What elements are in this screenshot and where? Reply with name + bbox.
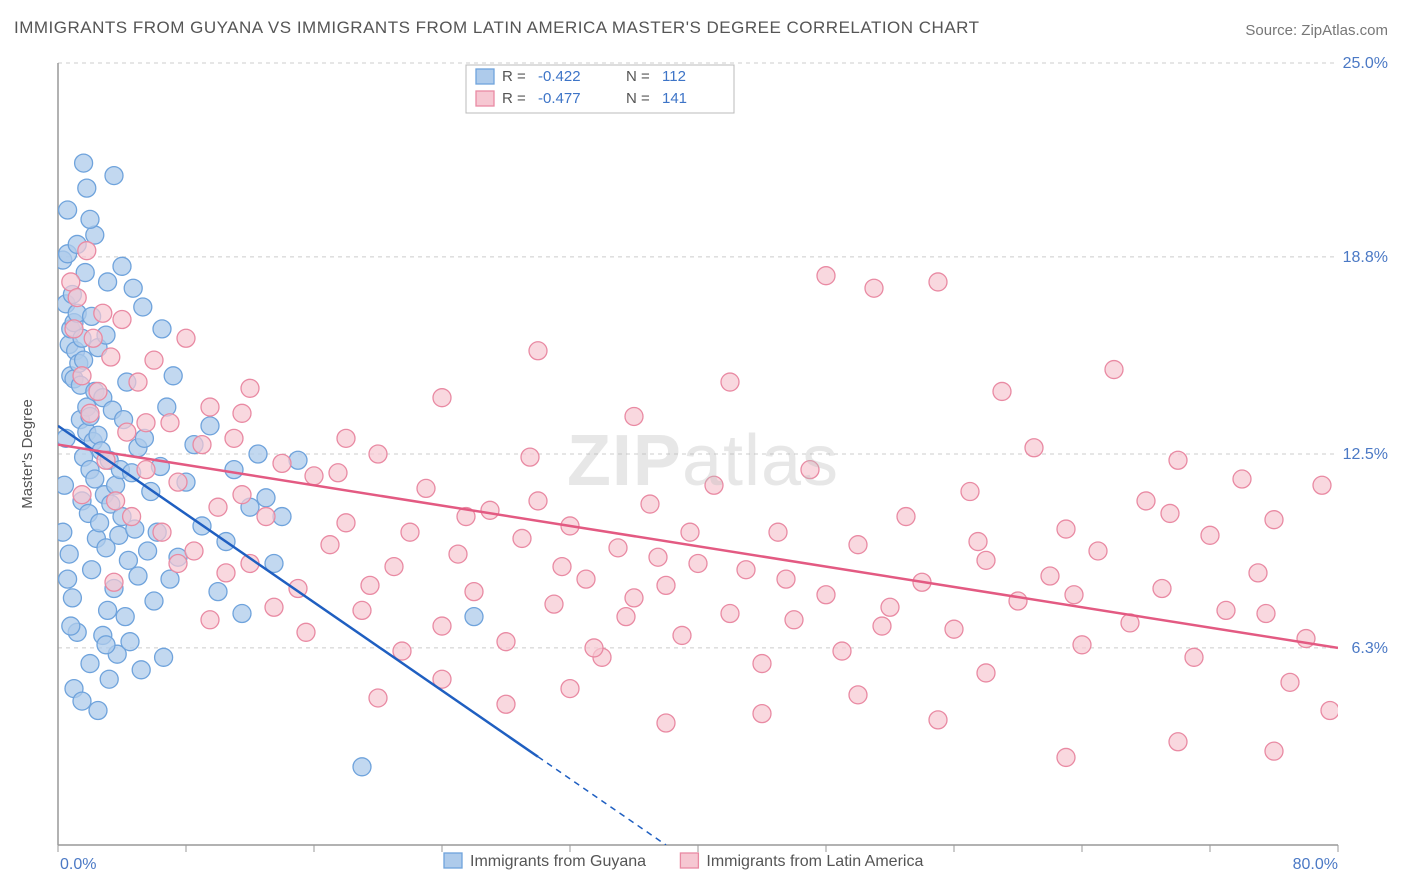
svg-text:N =: N =	[626, 68, 650, 85]
svg-text:112: 112	[662, 68, 686, 85]
svg-text:-0.477: -0.477	[538, 90, 581, 107]
source-attribution: Source: ZipAtlas.com	[1245, 22, 1388, 39]
svg-text:R =: R =	[502, 68, 526, 85]
svg-text:Immigrants from Guyana: Immigrants from Guyana	[470, 853, 646, 870]
svg-text:80.0%: 80.0%	[1293, 856, 1338, 873]
svg-text:141: 141	[662, 90, 687, 107]
svg-text:Master's Degree: Master's Degree	[19, 399, 36, 509]
chart-container: 6.3% 12.5% 18.8% 25.0% 0.0% 80.0% Master's Deg…	[14, 55, 1392, 874]
svg-text:-0.422: -0.422	[538, 68, 581, 85]
svg-text:N =: N =	[626, 90, 650, 107]
svg-text:18.8%: 18.8%	[1343, 249, 1388, 266]
svg-text:25.0%: 25.0%	[1343, 55, 1388, 72]
svg-text:12.5%: 12.5%	[1343, 446, 1388, 463]
svg-text:0.0%: 0.0%	[60, 856, 96, 873]
svg-text:R =: R =	[502, 90, 526, 107]
chart-title: IMMIGRANTS FROM GUYANA VS IMMIGRANTS FRO…	[14, 18, 980, 38]
svg-text:Immigrants from Latin America: Immigrants from Latin America	[706, 853, 923, 870]
svg-text:6.3%: 6.3%	[1352, 640, 1388, 657]
source-label: Source:	[1245, 22, 1301, 39]
correlation-scatter-chart: 6.3% 12.5% 18.8% 25.0% 0.0% 80.0% Master's Deg…	[14, 55, 1392, 874]
source-link[interactable]: ZipAtlas.com	[1301, 22, 1388, 39]
